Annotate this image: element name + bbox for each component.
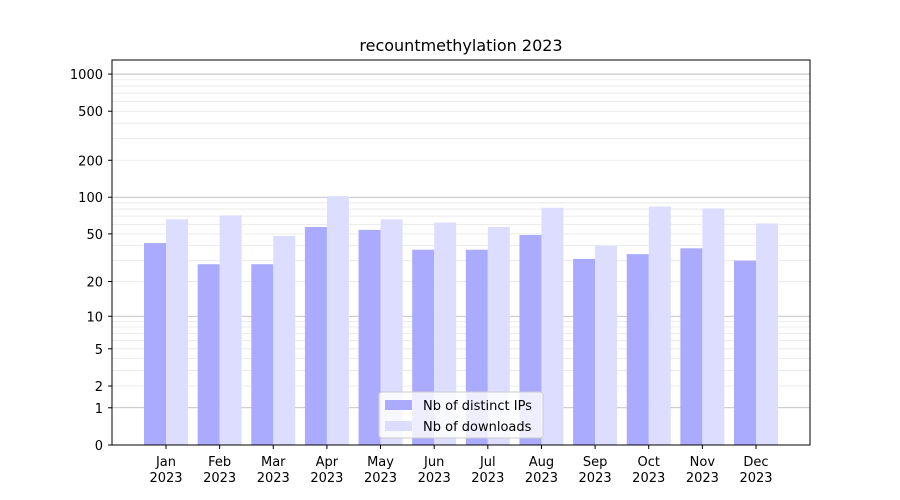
plot-frame	[111, 59, 811, 446]
bar-distinct-ips	[304, 226, 327, 445]
x-tick-label: Dec 2023	[739, 455, 772, 486]
y-tick-label: 50	[86, 228, 103, 243]
bar-downloads	[219, 215, 242, 445]
bar-downloads	[756, 223, 778, 445]
legend-swatch	[385, 400, 412, 410]
legend-label: Nb of distinct IPs	[423, 399, 532, 414]
bar-distinct-ips	[734, 260, 756, 445]
x-tick-label: Nov 2023	[686, 455, 719, 486]
bar-distinct-ips	[680, 248, 703, 445]
bar-distinct-ips	[573, 258, 596, 445]
y-tick-label: 1000	[70, 68, 103, 83]
x-tick-label: Aug 2023	[525, 455, 558, 486]
x-tick-label: Jan 2023	[149, 455, 182, 486]
bar-distinct-ips	[358, 229, 381, 445]
legend: Nb of distinct IPs Nb of downloads	[378, 391, 544, 439]
y-tick-label: 500	[78, 105, 103, 120]
x-tick-label: Mar 2023	[257, 455, 290, 486]
bar-downloads	[273, 236, 296, 445]
bar-distinct-ips	[144, 243, 166, 445]
y-tick-label: 1	[95, 402, 103, 417]
bar-downloads	[595, 245, 618, 445]
x-tick-label: Feb 2023	[203, 455, 236, 486]
y-tick-label: 2	[95, 380, 103, 395]
x-tick-label: May 2023	[364, 455, 397, 486]
x-tick-label: Oct 2023	[632, 455, 665, 486]
chart-title: recountmethylation 2023	[359, 36, 562, 55]
bar-downloads	[326, 196, 349, 445]
y-tick-label: 20	[86, 276, 103, 291]
legend-label: Nb of downloads	[423, 420, 532, 435]
y-tick-label: 10	[86, 310, 103, 325]
bar-distinct-ips	[626, 254, 649, 445]
bar-downloads	[541, 207, 564, 445]
bar-downloads	[648, 206, 671, 445]
axes: 0 1 2 5 10 20 50 100 200 500 1000 Jan 2023 Feb 2023 Mar…	[70, 59, 811, 486]
bar-downloads	[380, 219, 403, 445]
y-tick-label: 200	[78, 154, 103, 169]
x-tick-label: Apr 2023	[310, 455, 343, 486]
bar-distinct-ips	[251, 264, 274, 445]
bar-downloads	[434, 222, 457, 445]
x-tick-label: Jun 2023	[418, 455, 451, 486]
bar-downloads	[702, 208, 725, 445]
x-tick-label: Sep 2023	[579, 455, 612, 486]
bar-downloads	[166, 219, 188, 445]
bar-downloads	[487, 226, 510, 445]
y-tick-label: 100	[78, 191, 103, 206]
y-tick-label: 0	[95, 439, 103, 454]
legend-swatch	[385, 421, 412, 431]
y-tick-label: 5	[95, 343, 103, 358]
x-tick-label: Jul 2023	[471, 455, 504, 486]
bar-distinct-ips	[197, 264, 220, 445]
legend-box	[378, 391, 544, 439]
